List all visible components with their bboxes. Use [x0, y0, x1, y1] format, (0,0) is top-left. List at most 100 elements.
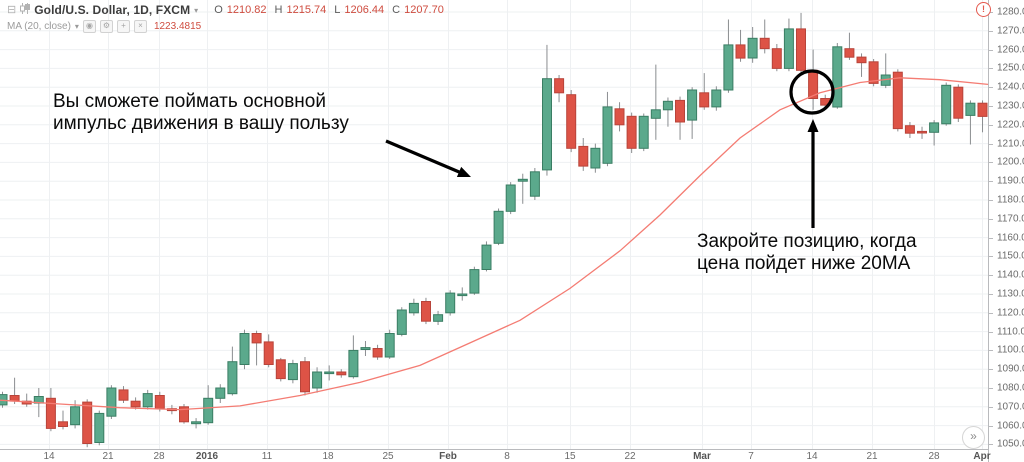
ohlc-open-label: O: [214, 4, 223, 16]
candle: [348, 335, 359, 379]
candle: [566, 90, 577, 153]
candle: [505, 182, 516, 215]
annotation-drawings: [385, 69, 835, 228]
candle: [191, 418, 202, 429]
candle: [517, 173, 528, 204]
price-tick: [989, 162, 993, 163]
add-icon[interactable]: +: [116, 19, 130, 33]
warning-icon[interactable]: !: [976, 2, 991, 17]
scroll-to-latest-button[interactable]: »: [962, 426, 985, 449]
candle: [614, 102, 625, 132]
candle: [554, 75, 565, 103]
price-axis-label: 1180.00: [997, 194, 1024, 206]
time-axis-label: 8: [504, 451, 510, 462]
visibility-icon[interactable]: ◉: [82, 19, 96, 33]
candle: [312, 367, 323, 393]
candle: [675, 96, 685, 140]
candle: [904, 122, 915, 138]
candle: [300, 357, 310, 396]
price-tick: [989, 294, 993, 295]
candle: [590, 143, 601, 173]
candle: [203, 385, 214, 425]
price-axis[interactable]: 1050.00 1060.00 1070.00 1080.00 1090.00 1100.…: [988, 0, 1024, 462]
candle: [868, 59, 879, 87]
price-tick: [989, 31, 993, 32]
candle: [445, 290, 456, 316]
symbol-row: ⊟ Gold/U.S. Dollar, 1D, FXCM ▾ O 1210.82 …: [7, 3, 448, 17]
price-axis-label: 1270.00: [997, 25, 1024, 37]
candle: [433, 310, 444, 325]
candle: [638, 113, 649, 152]
candle: [771, 44, 782, 72]
price-axis-label: 1230.00: [997, 100, 1024, 112]
candle: [179, 404, 189, 424]
candle: [45, 388, 56, 432]
price-axis-label: 1220.00: [997, 119, 1024, 131]
ohlc-close-value: 1207.70: [404, 4, 444, 16]
candle: [481, 241, 492, 272]
indicator-label[interactable]: MA (20, close): [7, 20, 71, 32]
price-axis-label: 1070.00: [997, 401, 1024, 413]
ohlc-low-value: 1206.44: [344, 4, 385, 16]
time-axis-label: 21: [866, 451, 878, 462]
price-axis-label: 1210.00: [997, 138, 1024, 150]
ohlc-low-label: L: [334, 4, 341, 16]
candle: [650, 64, 661, 140]
price-tick: [989, 444, 993, 445]
candle: [239, 329, 250, 370]
symbol-title[interactable]: Gold/U.S. Dollar, 1D, FXCM: [34, 3, 191, 17]
candle: [917, 126, 927, 139]
price-axis-label: 1110.00: [997, 326, 1024, 338]
candlestick-chart[interactable]: [0, 0, 988, 449]
candle: [783, 18, 794, 72]
candle: [965, 100, 976, 145]
price-axis-label: 1200.00: [997, 156, 1024, 168]
collapse-icon[interactable]: ⊟: [7, 3, 17, 16]
time-axis-label: Apr: [973, 451, 991, 462]
price-tick: [989, 238, 993, 239]
price-axis-label: 1160.00: [997, 232, 1024, 244]
price-axis-label: 1130.00: [997, 288, 1024, 300]
candle: [880, 53, 891, 89]
price-axis-label: 1090.00: [997, 363, 1024, 375]
candle: [953, 84, 964, 122]
time-axis[interactable]: 14 21 28 2016 11 18 25 Feb 8 15 22 Mar 7 14 21 28 Apr: [0, 449, 991, 462]
price-axis-label: 1280.00: [997, 6, 1024, 18]
price-axis-label: 1240.00: [997, 81, 1024, 93]
candle: [457, 287, 468, 301]
candle: [21, 393, 32, 407]
time-axis-label: 15: [564, 451, 576, 462]
price-tick: [989, 200, 993, 201]
candle: [929, 120, 940, 146]
candle: [106, 385, 117, 419]
remove-icon[interactable]: ×: [133, 19, 147, 33]
candle: [227, 346, 238, 396]
candle: [118, 386, 129, 403]
price-axis-label: 1080.00: [997, 382, 1024, 394]
price-tick: [989, 256, 993, 257]
candle: [94, 410, 105, 446]
ohlc-high-label: H: [274, 4, 283, 16]
chevron-down-icon[interactable]: ▾: [74, 21, 79, 31]
candle: [578, 138, 589, 171]
time-axis-label: 14: [43, 451, 55, 462]
settings-icon[interactable]: ⚙: [99, 19, 113, 33]
candle: [892, 69, 903, 132]
ohlc-values: O 1210.82 H 1215.74 L 1206.44 C 1207.70: [214, 4, 448, 16]
vertical-gridlines: [49, 0, 983, 449]
annotation-note-1-line2: импульс движения в вашу пользу: [53, 113, 349, 134]
price-axis-label: 1150.00: [997, 250, 1024, 262]
chevron-down-icon[interactable]: ▾: [194, 5, 199, 15]
candle: [142, 389, 153, 410]
candle: [469, 266, 480, 295]
candle: [275, 357, 286, 382]
chart-style-icon[interactable]: [20, 3, 31, 17]
price-axis-label: 1190.00: [997, 175, 1024, 187]
chart-legend: ⊟ Gold/U.S. Dollar, 1D, FXCM ▾ O 1210.82 …: [7, 3, 448, 33]
candle: [662, 97, 673, 127]
highlight-circle: [789, 69, 835, 115]
candle: [58, 410, 68, 430]
time-axis-label: 28: [928, 451, 940, 462]
candle: [493, 208, 504, 246]
